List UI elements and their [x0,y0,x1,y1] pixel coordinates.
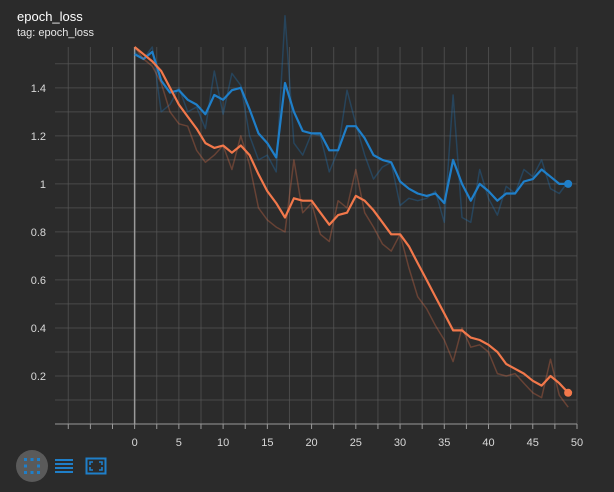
y-tick-label: 0.4 [31,323,46,335]
fit-to-data-icon [24,458,40,474]
series-line [134,50,569,205]
fit-domain-button[interactable] [16,450,48,482]
card-subtitle: tag: epoch_loss [17,27,95,39]
x-tick-label: 50 [571,437,583,449]
x-tick-label: 30 [394,437,406,449]
series-raw-line [133,46,569,408]
series-endpoint [564,179,573,188]
card-title: epoch_loss [17,9,83,24]
log-scale-icon [55,459,73,473]
chart-toolbar [16,450,112,482]
x-tick-label: 25 [350,437,362,449]
y-tick-label: 1.2 [31,131,46,143]
y-tick-label: 0.2 [31,371,46,383]
y-tick-label: 0.6 [31,275,46,287]
series-raw-line [134,15,569,224]
x-tick-label: 45 [527,437,539,449]
y-tick-label: 1 [40,179,46,191]
x-tick-label: 0 [132,437,138,449]
x-tick-label: 15 [261,437,273,449]
series-endpoint [564,388,573,397]
y-tick-label: 1.4 [31,83,46,95]
toggle-log-scale-button[interactable] [48,450,80,482]
fullscreen-icon [85,457,107,475]
x-tick-label: 5 [176,437,182,449]
fullscreen-button[interactable] [80,450,112,482]
x-tick-label: 35 [438,437,450,449]
series-line [133,46,570,394]
x-tick-label: 20 [305,437,317,449]
x-tick-label: 10 [217,437,229,449]
x-tick-label: 40 [482,437,494,449]
y-tick-label: 0.8 [31,227,46,239]
